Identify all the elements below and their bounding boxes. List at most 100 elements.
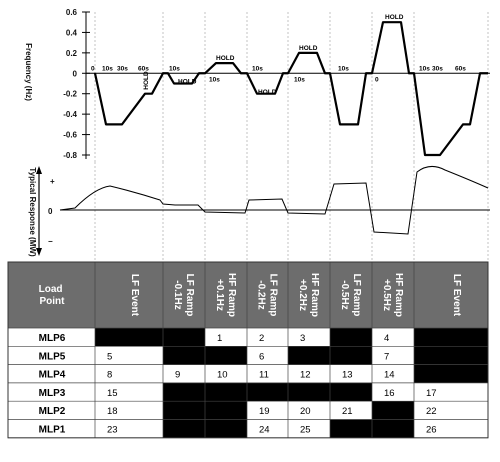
test-number: 5 [107, 351, 112, 362]
row-label: MLP3 [39, 388, 66, 399]
blocked-cell [414, 364, 488, 383]
column-header: LF Ramp-0.5Hz [339, 274, 362, 317]
blocked-cell [163, 401, 205, 420]
blocked-cell [414, 346, 488, 365]
blocked-cell [330, 328, 372, 347]
ylabel-response: Typical Response (MW) [28, 167, 37, 257]
column-header-line: LF Ramp [268, 274, 279, 317]
blocked-cell [414, 328, 488, 347]
frequency-gridlines [94, 12, 489, 162]
hold-label: HOLD [258, 89, 277, 96]
row-label: MLP2 [39, 406, 66, 417]
blocked-cell [163, 382, 205, 402]
column-header: LF Event [129, 274, 140, 317]
test-number: 24 [259, 425, 270, 436]
column-header: HF Ramp+0.2Hz [297, 273, 320, 317]
time-annotation: 10s [209, 76, 220, 83]
time-annotation: 60s [138, 65, 149, 72]
column-header: LF Ramp-0.1Hz [172, 274, 195, 317]
blocked-cell [372, 401, 414, 420]
test-number: 16 [384, 388, 395, 399]
column-header-line: LF Ramp [351, 274, 362, 317]
test-number: 6 [259, 351, 264, 362]
column-header-line: HF Ramp [393, 273, 404, 317]
hold-label: HOLD [178, 79, 197, 86]
time-annotation: 60s [455, 65, 466, 72]
y-tick-label: 0.2 [66, 49, 78, 58]
corner-line-1: Load [39, 284, 63, 295]
time-annotation: 30s [117, 65, 128, 72]
test-number: 15 [107, 388, 118, 399]
ylabel-frequency: Frequency (Hz) [24, 43, 33, 101]
column-header: LF Ramp-0.2Hz [256, 274, 279, 317]
blocked-cell [372, 419, 414, 438]
test-number: 9 [175, 370, 180, 381]
blocked-cell [205, 401, 247, 420]
blocked-cell [163, 346, 205, 365]
blocked-cell [330, 419, 372, 438]
test-number: 26 [426, 425, 437, 436]
corner-line-2: Point [40, 296, 66, 307]
blocked-cell [330, 382, 372, 402]
response-gridlines [94, 162, 489, 260]
column-header-line: +0.1Hz [214, 279, 225, 311]
test-number: 13 [342, 370, 353, 381]
frequency-chart: Frequency (Hz) 0.6 0.4 0.2 0 -0.2 -0.4 -0.6 -0.… [24, 8, 490, 162]
column-header-line: +0.5Hz [381, 279, 392, 311]
hold-label: HOLD [299, 45, 318, 52]
time-annotation: 10s [294, 76, 305, 83]
blocked-cell [205, 346, 247, 365]
column-header-line: HF Ramp [309, 273, 320, 317]
test-number: 20 [300, 406, 311, 417]
frequency-yticks: 0.6 0.4 0.2 0 -0.2 -0.4 -0.6 -0.8 [63, 8, 490, 160]
time-annotation: 10s [102, 65, 113, 72]
test-number: 2 [259, 333, 264, 344]
hold-label: HOLD [143, 71, 150, 90]
time-annotation: 0 [91, 65, 95, 72]
blocked-cell [205, 419, 247, 438]
time-annotation: 10s [169, 65, 180, 72]
test-number: 17 [426, 388, 437, 399]
ytick-minus: − [48, 237, 53, 246]
column-header-line: -0.5Hz [339, 280, 350, 309]
blocked-cell [330, 346, 372, 365]
column-header-line: -0.1Hz [172, 280, 183, 309]
row-label: MLP1 [39, 425, 66, 436]
blocked-cell [163, 328, 205, 347]
test-number: 21 [342, 406, 353, 417]
blocked-cell [95, 328, 163, 347]
row-label: MLP6 [39, 333, 66, 344]
row-label: MLP4 [39, 370, 66, 381]
test-number: 10 [217, 370, 228, 381]
column-header-line: +0.2Hz [297, 279, 308, 311]
column-header-line: LF Event [129, 274, 140, 317]
time-annotation: 10s [252, 65, 263, 72]
blocked-cell [205, 382, 247, 402]
test-number: 18 [107, 406, 118, 417]
time-annotation: 30s [432, 65, 443, 72]
y-tick-label: -0.2 [63, 90, 77, 99]
y-tick-label: 0.4 [66, 28, 78, 37]
hold-label: HOLD [385, 14, 404, 21]
y-tick-label: -0.4 [63, 110, 77, 119]
y-tick-label: -0.8 [63, 151, 77, 160]
response-axis-arrow [36, 166, 42, 256]
blocked-cell [163, 419, 205, 438]
y-tick-label: 0 [73, 69, 78, 78]
column-header-line: -0.2Hz [256, 280, 267, 309]
test-number: 25 [300, 425, 311, 436]
response-curve [59, 166, 489, 235]
time-annotation: 10s [338, 65, 349, 72]
row-label: MLP5 [39, 351, 66, 362]
column-header: LF Event [451, 274, 462, 317]
frequency-profile-line [93, 21, 488, 157]
time-annotation: 10s [419, 65, 430, 72]
column-header-line: HF Ramp [226, 273, 237, 317]
test-number: 12 [300, 370, 311, 381]
test-number: 8 [107, 370, 112, 381]
blocked-cell [247, 382, 288, 402]
ytick-zero: 0 [48, 207, 53, 216]
